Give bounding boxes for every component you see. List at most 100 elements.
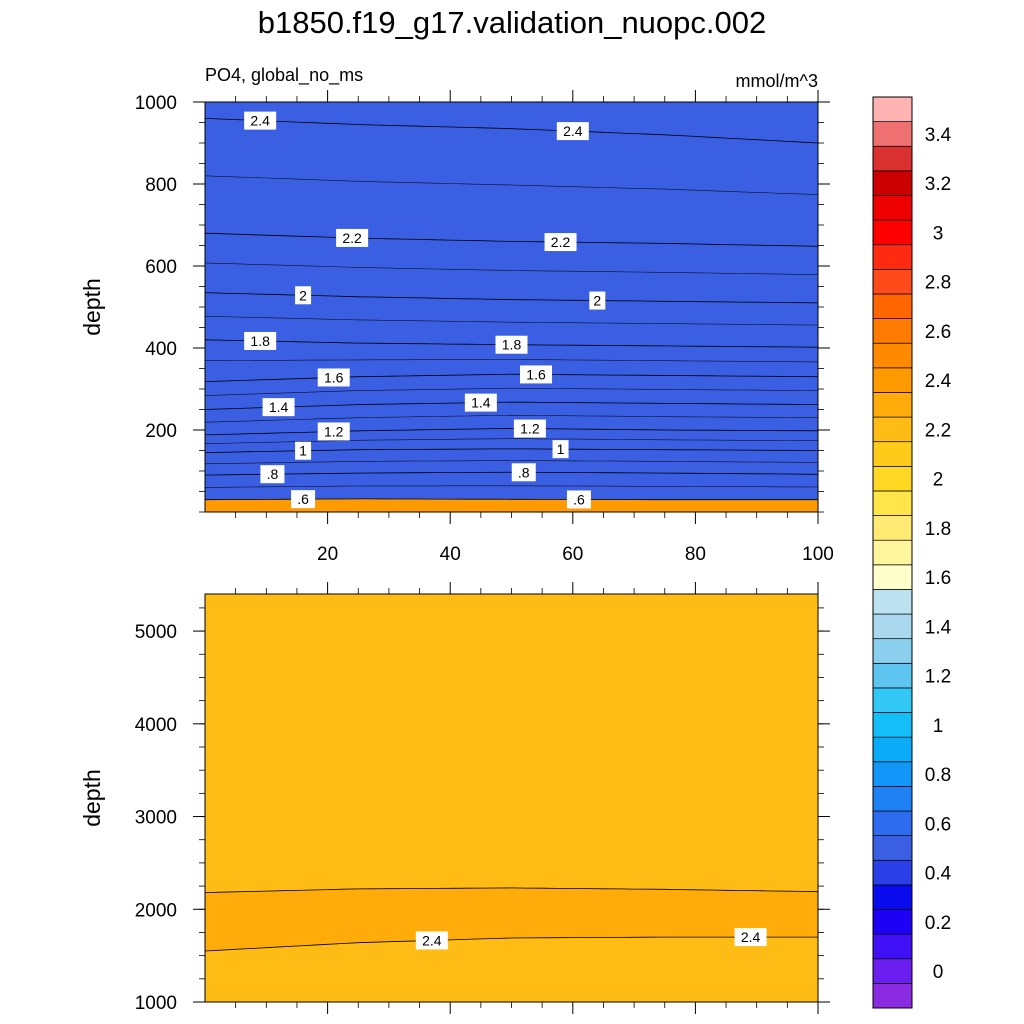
contour-label-box (262, 398, 295, 417)
contour-label-box (317, 422, 350, 441)
y-tick-label: 600 (145, 257, 177, 278)
contour-label-box (513, 419, 546, 438)
colorbar-box (872, 269, 913, 295)
contour-label-box (511, 463, 536, 482)
contour-label: 1.8 (502, 337, 522, 353)
colorbar-label: 1.6 (925, 568, 951, 589)
y-tick-label: 4000 (135, 715, 177, 736)
contour-label-box (464, 393, 497, 412)
mid-band-line (204, 485, 819, 488)
colorbar-label: 1 (933, 716, 944, 737)
contour-label-box (589, 291, 606, 310)
panel-left-subtitle: PO4, global_no_ms (205, 65, 363, 86)
colorbar-box (872, 933, 913, 960)
colorbar-label: 1.4 (925, 617, 952, 638)
contour-line-1.6 (204, 373, 819, 382)
y-tick-label: 3000 (135, 808, 177, 829)
contour-band-2.3 (205, 594, 818, 893)
upper-panel: 2.42.42.2 2.22 21.8 1.81.6 1.61.4 1.41.2 1.21 1… (79, 90, 834, 565)
mid-band-line (204, 387, 819, 396)
contour-label: 1.2 (324, 423, 344, 439)
contour-label: 1.6 (526, 366, 546, 382)
y-tick-label: 400 (145, 339, 177, 360)
contour-label-box (317, 368, 350, 387)
colorbar-box (872, 909, 913, 935)
contour-label-box (544, 233, 577, 252)
colorbar-box (872, 638, 913, 664)
colorbar-box (872, 983, 913, 1009)
colorbar-box (872, 835, 913, 861)
contour-line-2.3 (204, 887, 819, 893)
contour-line-0.8 (204, 471, 819, 476)
colorbar-label: 2.4 (925, 371, 952, 392)
contour-label: 1 (299, 443, 307, 459)
colorbar: 0 0.2 0.4 0.6 0.8 1 1.2 1.4 1.6 1.8 2 2.2 2.4 2.6 2.8 3… (872, 96, 952, 1009)
y-tick-label: 200 (145, 421, 177, 442)
contour-label: 1 (557, 441, 565, 457)
colorbar-label: 0.2 (925, 913, 951, 934)
colorbar-label: 3.2 (925, 174, 951, 195)
colorbar-label: 1.8 (925, 519, 951, 540)
colorbar-box (872, 490, 913, 516)
y-tick-label: 1000 (135, 93, 177, 114)
colorbar-label: 3 (933, 223, 944, 244)
contour-label-box (495, 335, 528, 354)
colorbar-box (872, 589, 913, 615)
mid-band-line (204, 315, 819, 326)
mid-band-line (204, 460, 819, 465)
contour-label: 2.4 (422, 932, 442, 948)
contour-line-1.4 (204, 401, 819, 410)
colorbar-label: 0.4 (925, 864, 952, 885)
contour-label: 2 (299, 287, 307, 303)
contour-label: .6 (573, 491, 585, 507)
contour-label-box (552, 440, 569, 459)
colorbar-box (872, 515, 913, 541)
colorbar-label: 2.6 (925, 322, 951, 343)
colorbar-box (872, 539, 913, 566)
colorbar-box (872, 195, 913, 221)
mid-band-line (204, 414, 819, 423)
y-tick-label: 2000 (135, 900, 177, 921)
figure-title: b1850.f19_g17.validation_nuopc.002 (258, 5, 767, 40)
contour-label-box (556, 122, 589, 141)
contour-label-box (520, 365, 553, 384)
colorbar-box (872, 736, 913, 763)
colorbar-box (872, 219, 913, 246)
contour-label-box (244, 111, 277, 130)
colorbar-box (872, 958, 913, 984)
contour-label: .6 (297, 491, 309, 507)
mid-band-line (204, 262, 819, 275)
x-tick-label: 20 (317, 544, 338, 565)
contour-label-box (566, 490, 591, 509)
colorbar-label: 2.8 (925, 273, 951, 294)
colorbar-box (872, 712, 913, 738)
x-tick-label: 80 (685, 544, 706, 565)
x-tick-label: 100 (802, 544, 834, 565)
colorbar-box (872, 244, 913, 270)
contour-label: 2.4 (741, 929, 761, 945)
colorbar-box (872, 367, 913, 393)
colorbar-box (872, 342, 913, 369)
colorbar-frame (872, 96, 913, 1009)
colorbar-box (872, 121, 913, 147)
colorbar-box (872, 662, 913, 689)
y-axis-label: depth (79, 769, 105, 827)
contour-label-box (336, 228, 369, 247)
colorbar-box (872, 465, 913, 492)
contour-label: 1.6 (324, 369, 344, 385)
contour-label: 1.4 (269, 399, 289, 415)
contour-label: 1.2 (520, 421, 540, 437)
colorbar-box (872, 170, 913, 196)
contour-label: 1.4 (471, 395, 491, 411)
colorbar-box (872, 761, 913, 787)
mid-band-line (204, 438, 819, 444)
contour-band-0.6 (205, 102, 818, 500)
colorbar-box (872, 293, 913, 319)
colorbar-label: 1.2 (925, 667, 951, 688)
colorbar-box (872, 564, 913, 590)
x-tick-label: 40 (440, 544, 461, 565)
colorbar-label: 2 (933, 470, 944, 491)
contour-label-box (295, 441, 312, 460)
x-tick-label: 60 (562, 544, 583, 565)
